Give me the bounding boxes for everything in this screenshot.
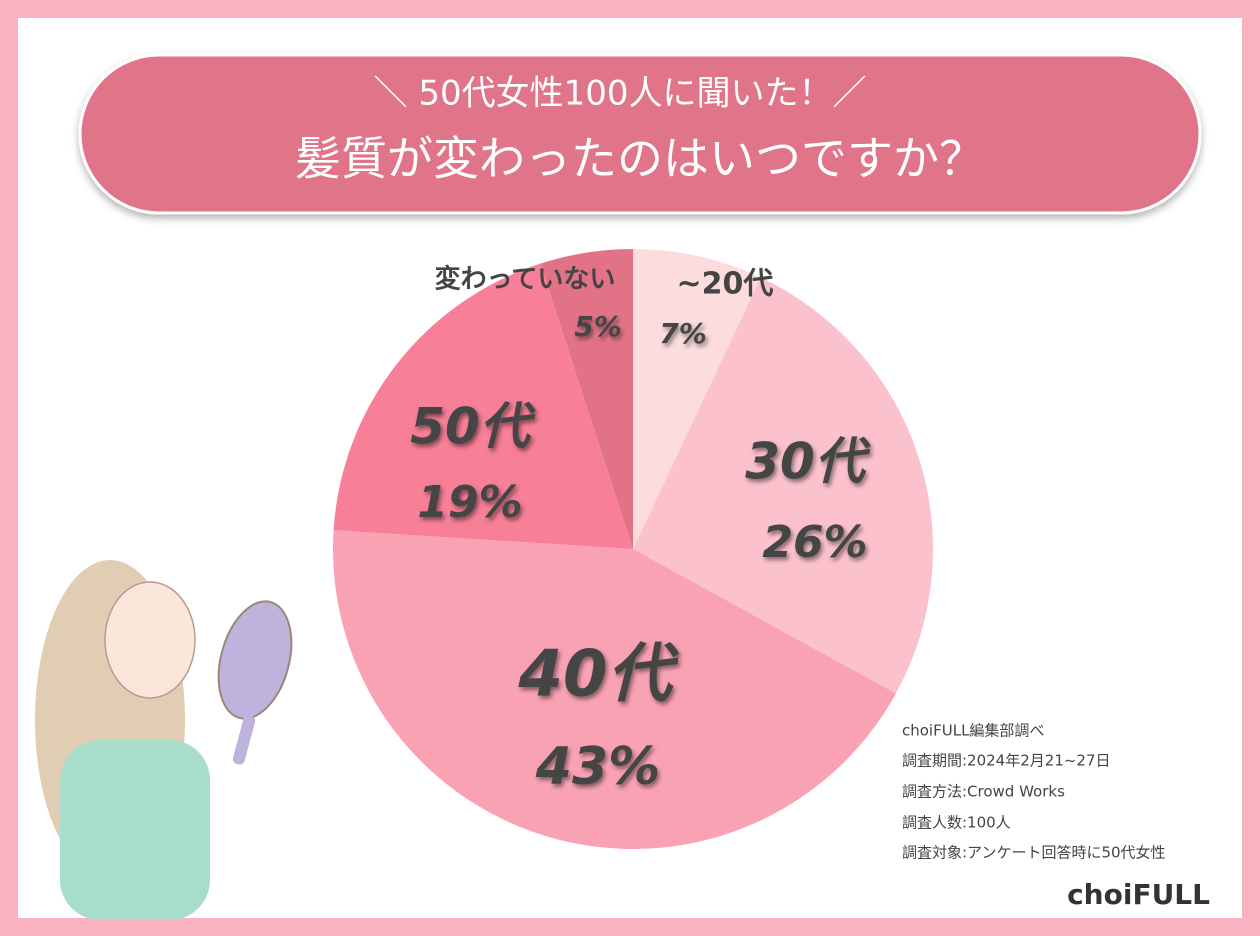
slice-value-label: 26% xyxy=(762,517,867,568)
survey-period: 調査期間:2024年2月21~27日 xyxy=(902,752,1111,770)
slice-value-label: 5% xyxy=(574,310,622,343)
chart-title: 髪質が変わったのはいつですか？ xyxy=(295,132,985,186)
title-banner xyxy=(78,53,1202,215)
slice-category: 30代 xyxy=(745,433,872,491)
slice-category: 40代 xyxy=(517,638,679,712)
slice-value-label: 7% xyxy=(659,317,707,350)
pie: ~20代 7% 30代 26% 40代 43% 50代 19% 変わっていない 5% xyxy=(333,249,934,850)
slice-value-label: 19% xyxy=(417,477,522,528)
pie-slice xyxy=(333,263,633,549)
source: choiFULL編集部調べ xyxy=(902,722,1044,740)
survey-size: 調査人数:100人 xyxy=(902,814,1011,832)
slice-category: 変わっていない xyxy=(435,264,616,295)
survey-target: 調査対象:アンケート回答時に50代女性 xyxy=(902,844,1166,862)
pie-slice xyxy=(633,277,934,694)
slice-category: ~20代 xyxy=(677,267,774,302)
logo: choiFULL xyxy=(1067,878,1210,911)
pie-slice xyxy=(633,249,761,549)
survey-method: 調査方法:Crowd Works xyxy=(902,783,1065,801)
slice-value-label: 43% xyxy=(535,737,660,797)
slice-category: 50代 xyxy=(410,398,537,456)
illustration xyxy=(35,560,293,920)
pie-slice xyxy=(540,249,633,549)
subtitle: ＼ 50代女性100人に聞いた！／ xyxy=(374,74,867,114)
pie-slice xyxy=(333,530,896,850)
